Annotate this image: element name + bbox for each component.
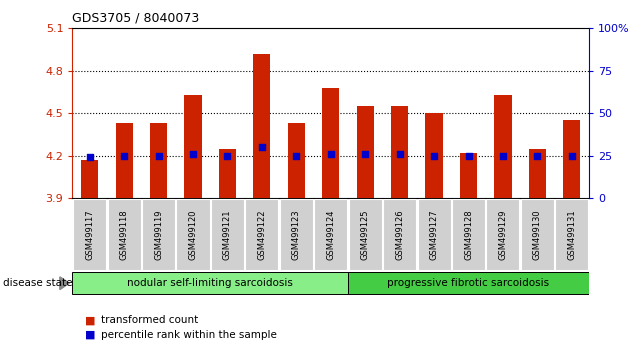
Point (326, 152, 336, 157)
Bar (288, 123, 305, 198)
Bar (529, 149, 546, 198)
Bar (211, 199, 244, 270)
Point (257, 144, 267, 150)
Point (567, 153, 577, 159)
Point (188, 152, 198, 157)
Point (394, 152, 404, 157)
Bar (73, 199, 106, 270)
Bar (81, 160, 98, 198)
Text: GSM499131: GSM499131 (568, 209, 576, 260)
Bar (348, 199, 382, 270)
Bar (150, 123, 167, 198)
Point (429, 153, 439, 159)
Point (464, 153, 474, 159)
Point (498, 153, 508, 159)
Text: percentile rank within the sample: percentile rank within the sample (101, 330, 277, 339)
Bar (185, 95, 202, 198)
Bar (314, 199, 347, 270)
Text: GSM499130: GSM499130 (533, 209, 542, 260)
Text: GSM499119: GSM499119 (154, 209, 163, 260)
Text: GSM499118: GSM499118 (120, 209, 129, 260)
Bar (563, 120, 580, 198)
Text: GSM499123: GSM499123 (292, 209, 301, 260)
Text: GSM499120: GSM499120 (188, 209, 197, 260)
Point (532, 153, 542, 159)
Text: nodular self-limiting sarcoidosis: nodular self-limiting sarcoidosis (127, 278, 293, 288)
Point (360, 152, 370, 157)
Bar (115, 123, 133, 198)
Text: progressive fibrotic sarcoidosis: progressive fibrotic sarcoidosis (387, 278, 549, 288)
Bar (425, 113, 443, 198)
Bar (219, 149, 236, 198)
Bar (495, 95, 512, 198)
Point (119, 153, 129, 159)
Text: ■: ■ (85, 330, 96, 339)
Text: transformed count: transformed count (101, 315, 198, 325)
Bar (460, 153, 477, 198)
Bar (391, 106, 408, 198)
Text: GSM499124: GSM499124 (326, 209, 335, 260)
Point (291, 153, 301, 159)
Text: GSM499125: GSM499125 (361, 209, 370, 260)
Bar (280, 199, 313, 270)
Bar (176, 199, 210, 270)
Text: ■: ■ (85, 315, 96, 325)
Point (222, 153, 232, 159)
Bar (108, 199, 140, 270)
Text: GSM499126: GSM499126 (395, 209, 404, 260)
Bar (555, 199, 588, 270)
Bar (245, 199, 278, 270)
Bar (486, 199, 520, 270)
Text: GSM499122: GSM499122 (258, 209, 266, 260)
Text: GSM499127: GSM499127 (430, 209, 438, 260)
Bar (418, 199, 450, 270)
Text: GSM499121: GSM499121 (223, 209, 232, 260)
Text: GSM499117: GSM499117 (85, 209, 94, 260)
Bar (348, 272, 589, 295)
Bar (253, 54, 270, 198)
Bar (72, 272, 348, 295)
Point (84, 154, 94, 160)
Bar (452, 199, 485, 270)
Bar (521, 199, 554, 270)
Text: GSM499129: GSM499129 (498, 209, 507, 260)
Bar (357, 106, 374, 198)
Bar (322, 88, 340, 198)
Text: GSM499128: GSM499128 (464, 209, 473, 260)
Polygon shape (60, 277, 69, 290)
Text: GDS3705 / 8040073: GDS3705 / 8040073 (72, 12, 200, 25)
Point (154, 153, 164, 159)
Text: disease state: disease state (3, 278, 72, 288)
Bar (383, 199, 416, 270)
Bar (142, 199, 175, 270)
